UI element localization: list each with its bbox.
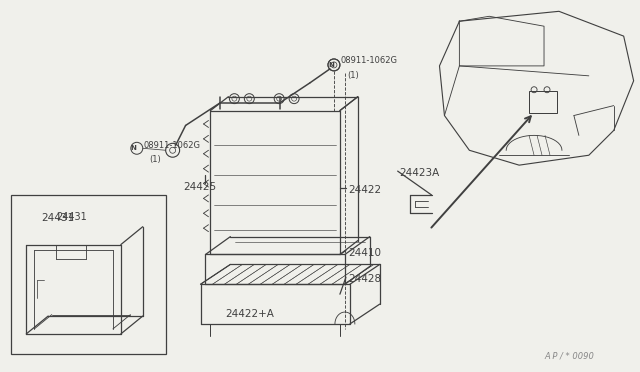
Bar bbox=[529, 91, 557, 113]
Text: (1): (1) bbox=[347, 71, 358, 80]
Text: 24410: 24410 bbox=[348, 247, 381, 257]
Text: 24431: 24431 bbox=[56, 212, 87, 222]
Text: N: N bbox=[131, 145, 137, 151]
Text: N: N bbox=[328, 62, 334, 68]
Text: 08911-1062G: 08911-1062G bbox=[341, 57, 398, 65]
Text: 24422+A: 24422+A bbox=[225, 309, 275, 319]
Text: 24431: 24431 bbox=[41, 213, 74, 223]
Text: A P / * 0090: A P / * 0090 bbox=[544, 352, 594, 361]
Text: (1): (1) bbox=[150, 155, 161, 164]
Text: 24425: 24425 bbox=[184, 182, 217, 192]
Text: 24423A: 24423A bbox=[399, 168, 440, 178]
Text: 24428: 24428 bbox=[348, 274, 381, 284]
Bar bbox=[12, 195, 166, 354]
Text: 24422: 24422 bbox=[348, 185, 381, 195]
Text: 08911-1062G: 08911-1062G bbox=[144, 141, 201, 150]
